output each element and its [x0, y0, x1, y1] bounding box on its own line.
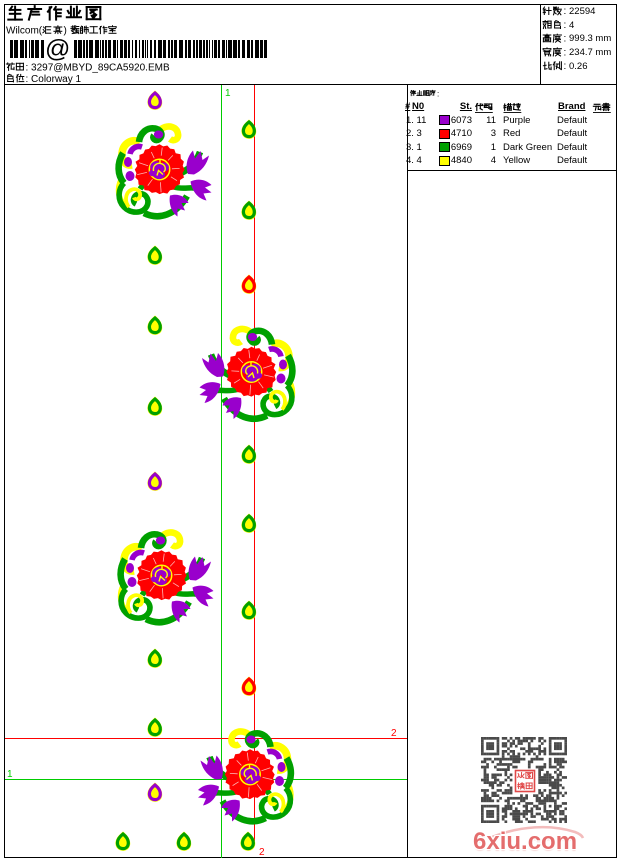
svg-text::: :: [564, 61, 567, 72]
svg-text::: :: [564, 34, 567, 45]
svg-text:1: 1: [7, 769, 13, 780]
svg-text::: :: [564, 47, 567, 58]
svg-text::: :: [564, 6, 567, 17]
svg-text:2: 2: [259, 847, 265, 858]
svg-text:): ): [64, 25, 67, 36]
svg-text:Wilcom(: Wilcom(: [6, 25, 43, 36]
svg-text:: Colorway 1: : Colorway 1: [26, 74, 82, 85]
svg-text::: :: [564, 20, 567, 31]
svg-text:: 3297@MBYD_89CA5920.EMB: : 3297@MBYD_89CA5920.EMB: [26, 62, 170, 73]
svg-text:2: 2: [391, 728, 397, 739]
svg-text::: :: [437, 90, 439, 99]
svg-text:1: 1: [225, 88, 231, 99]
